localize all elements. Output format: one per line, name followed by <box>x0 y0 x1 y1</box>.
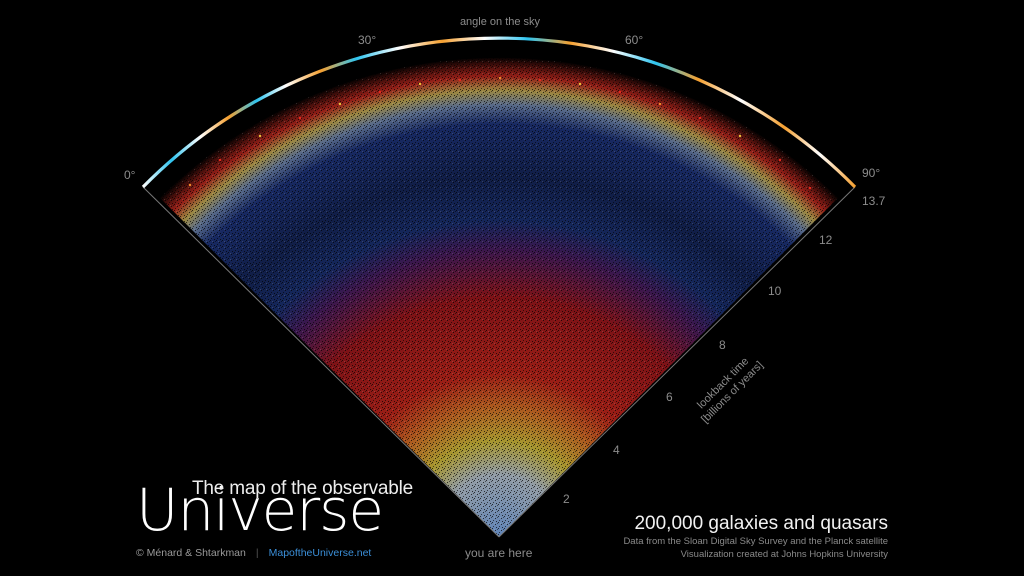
data-source-note: Data from the Sloan Digital Sky Survey a… <box>623 536 888 547</box>
lookback-tick-4: 4 <box>613 443 620 457</box>
right-edge-axis <box>498 186 856 538</box>
lookback-tick-2: 2 <box>563 492 570 506</box>
you-are-here-label: you are here <box>465 546 533 560</box>
title-subtitle: The map of the observable <box>192 478 414 499</box>
lookback-tick-13-7: 13.7 <box>862 194 886 208</box>
cmb-arc <box>141 36 857 189</box>
lookback-tick-6: 6 <box>666 390 673 404</box>
authors-credit: © Ménard & Shtarkman <box>136 547 246 559</box>
lookback-tick-10: 10 <box>768 284 782 298</box>
angle-tick-30: 30° <box>358 33 377 47</box>
galaxy-scatter-field <box>160 57 838 537</box>
stats-headline: 200,000 galaxies and quasars <box>634 513 888 534</box>
title-universe: Universe <box>136 476 384 544</box>
angle-axis-title: angle on the sky <box>459 16 541 28</box>
credit-separator: | <box>255 547 259 559</box>
angle-tick-0: 0° <box>124 168 136 182</box>
stats-block: 200,000 galaxies and quasars Data from t… <box>623 513 888 561</box>
distant-quasar-fringe <box>188 76 812 190</box>
left-edge-axis <box>142 186 500 538</box>
lookback-tick-8: 8 <box>719 338 726 352</box>
angle-tick-90: 90° <box>862 166 881 180</box>
angle-tick-60: 60° <box>625 33 644 47</box>
website-link[interactable]: MapoftheUniverse.net <box>268 547 372 559</box>
credits-line: © Ménard & Shtarkman | MapoftheUniverse.ne… <box>136 547 371 559</box>
lookback-tick-12: 12 <box>819 233 833 247</box>
visualization-credit: Visualization created at Johns Hopkins U… <box>680 549 888 560</box>
